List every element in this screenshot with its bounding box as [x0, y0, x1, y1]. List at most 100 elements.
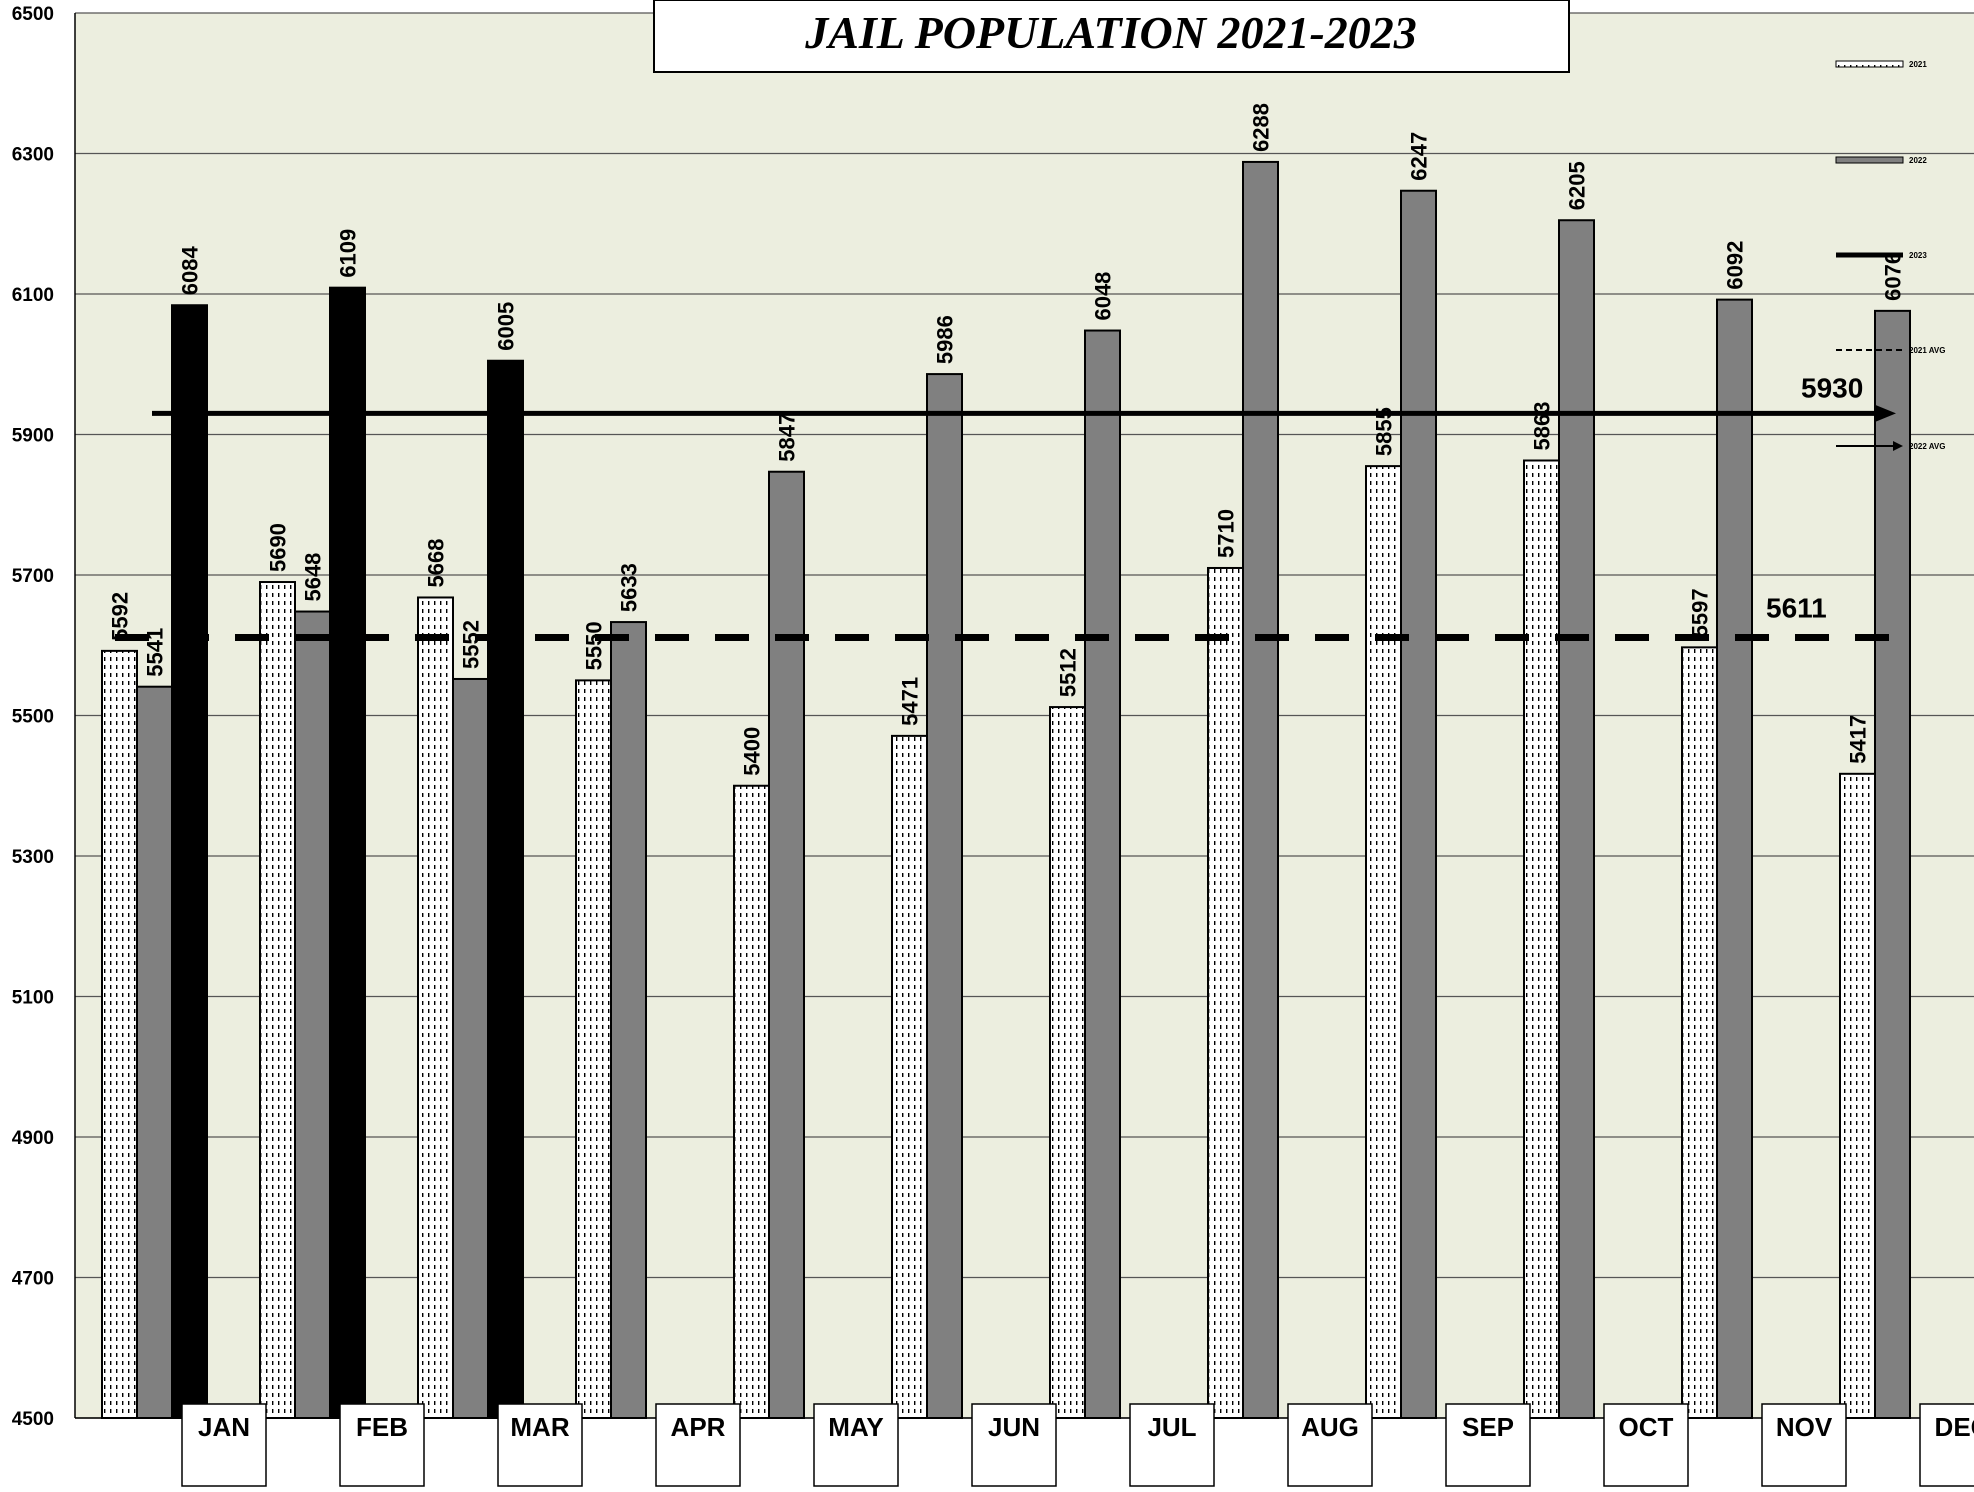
- bar-2021-dec: [1839, 772, 1876, 1419]
- bar-2021-feb: [259, 581, 296, 1419]
- legend-label: 2021 AVG: [1909, 346, 1945, 355]
- data-label: 6205: [1565, 161, 1590, 210]
- y-axis-ticks: 4500 4700 4900 5100 5300 5500 5700 5900 6100 6300…: [12, 4, 54, 1430]
- data-label: 5471: [898, 677, 923, 726]
- month-box: [497, 1403, 583, 1487]
- data-label: 5400: [740, 727, 765, 776]
- data-label: 5417: [1846, 715, 1871, 764]
- bar-2022-jun: [926, 373, 963, 1420]
- bar-2021-nov: [1681, 646, 1718, 1419]
- avg-label-2021: 5611: [1766, 593, 1827, 624]
- bar-2023-mar: [487, 359, 524, 1419]
- month-label-aug: AUG: [1301, 1412, 1359, 1442]
- avg-label-2022: 5930: [1801, 372, 1863, 403]
- bar-2021-sep: [1365, 465, 1402, 1419]
- legend: 2021 2022 2023 2021 AVG 2022 AVG: [1835, 60, 1945, 451]
- bars: [101, 160, 1911, 1420]
- month-box: [1919, 1403, 1974, 1487]
- chart-title: JAIL POPULATION 2021-2023: [804, 7, 1417, 58]
- y-tick-label: 4500: [12, 1409, 54, 1430]
- title-box: JAIL POPULATION 2021-2023: [653, 0, 1570, 73]
- y-tick-label: 5700: [12, 566, 54, 587]
- month-label-feb: FEB: [356, 1412, 408, 1442]
- data-label: 5648: [301, 553, 326, 602]
- bar-2022-nov: [1716, 298, 1753, 1419]
- data-label: 6092: [1723, 241, 1748, 290]
- avg-arrow-2022: [1874, 404, 1896, 423]
- month-label-dec: DEC: [1935, 1412, 1974, 1442]
- bar-2022-sep: [1400, 189, 1437, 1419]
- month-box: [1445, 1403, 1531, 1487]
- month-box: [1287, 1403, 1373, 1487]
- data-label: 6288: [1249, 103, 1274, 152]
- y-tick-label: 4900: [12, 1128, 54, 1149]
- bar-2021-jan: [101, 649, 138, 1419]
- bar-2021-apr: [575, 679, 612, 1419]
- legend-swatch-2022: [1835, 156, 1904, 164]
- data-label: 5633: [617, 563, 642, 612]
- month-box: [1129, 1403, 1215, 1487]
- bar-2021-jun: [891, 734, 928, 1419]
- bar-2021-may: [733, 784, 770, 1419]
- y-tick-label: 5300: [12, 847, 54, 868]
- legend-label: 2023: [1909, 251, 1927, 260]
- month-label-nov: NOV: [1776, 1412, 1833, 1442]
- month-labels: JAN FEB MAR APR MAY JUN JUL AUG SEP OCT NOV DEC: [181, 1403, 1974, 1487]
- month-label-may: MAY: [828, 1412, 883, 1442]
- bar-2021-oct: [1523, 459, 1560, 1419]
- month-box: [339, 1403, 425, 1487]
- y-tick-label: 6100: [12, 285, 54, 306]
- month-label-mar: MAR: [510, 1412, 569, 1442]
- bar-2022-dec: [1874, 309, 1911, 1419]
- bar-2022-mar: [452, 677, 489, 1419]
- legend-label: 2022: [1909, 156, 1927, 165]
- data-label: 5597: [1688, 588, 1713, 637]
- month-label-apr: APR: [671, 1412, 726, 1442]
- average-lines: 5611 5930: [115, 372, 1900, 642]
- legend-label: 2021: [1909, 60, 1927, 69]
- data-label: 5690: [266, 523, 291, 572]
- bar-2021-mar: [417, 596, 454, 1419]
- bar-2023-feb: [329, 286, 366, 1419]
- bar-2022-jul: [1084, 329, 1121, 1419]
- month-box: [181, 1403, 267, 1487]
- month-label-sep: SEP: [1462, 1412, 1514, 1442]
- data-label: 5668: [424, 539, 449, 588]
- month-box: [971, 1403, 1057, 1487]
- data-label: 5863: [1530, 402, 1555, 451]
- data-label: 5847: [775, 413, 800, 462]
- legend-swatch-2021: [1835, 60, 1904, 68]
- month-box: [1603, 1403, 1689, 1487]
- data-label: 6084: [178, 246, 203, 296]
- month-label-oct: OCT: [1619, 1412, 1674, 1442]
- bar-2022-feb: [294, 610, 331, 1419]
- y-tick-label: 5100: [12, 988, 54, 1009]
- month-box: [813, 1403, 899, 1487]
- legend-label: 2022 AVG: [1909, 442, 1945, 451]
- y-tick-label: 5900: [12, 426, 54, 447]
- data-label: 5986: [933, 315, 958, 364]
- bar-2021-aug: [1207, 566, 1244, 1419]
- bar-2022-may: [768, 470, 805, 1420]
- y-tick-label: 6300: [12, 145, 54, 166]
- y-tick-label: 6500: [12, 4, 54, 25]
- data-label: 6247: [1407, 132, 1432, 181]
- bar-2022-jan: [136, 685, 173, 1419]
- month-label-jul: JUL: [1147, 1412, 1196, 1442]
- y-tick-label: 4700: [12, 1269, 54, 1290]
- month-label-jan: JAN: [198, 1412, 250, 1442]
- month-box: [1761, 1403, 1847, 1487]
- month-box: [655, 1403, 741, 1487]
- data-label: 5552: [459, 620, 484, 669]
- legend-arrow-2022-avg: [1893, 441, 1903, 451]
- data-label: 6048: [1091, 272, 1116, 321]
- data-label: 6076: [1881, 252, 1906, 301]
- data-label: 5592: [108, 592, 133, 641]
- y-tick-label: 5500: [12, 707, 54, 728]
- bar-2022-aug: [1242, 160, 1279, 1419]
- data-label: 6005: [494, 302, 519, 351]
- bar-2022-oct: [1558, 219, 1595, 1419]
- bar-2023-jan: [171, 304, 208, 1419]
